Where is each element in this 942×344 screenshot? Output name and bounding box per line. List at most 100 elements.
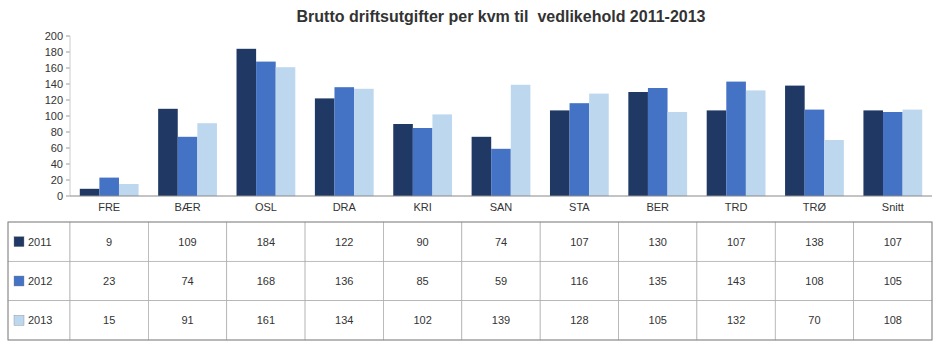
table-cell: [148, 222, 226, 261]
bar: [726, 82, 746, 196]
table-cell: [8, 222, 70, 261]
x-tick-label: DRA: [333, 201, 357, 213]
table-cell: [540, 222, 618, 261]
table-value: 74: [181, 275, 193, 287]
legend-label: 2013: [28, 314, 52, 326]
x-tick-label: Snitt: [882, 201, 904, 213]
table-value: 136: [335, 275, 353, 287]
table-cell: [462, 301, 540, 340]
table-value: 102: [413, 314, 431, 326]
bar: [785, 86, 805, 196]
bar: [570, 103, 590, 196]
bar: [276, 67, 296, 196]
bar: [883, 112, 903, 196]
table-cell: [70, 261, 148, 300]
bar: [805, 110, 825, 196]
y-tick-label: 120: [45, 94, 63, 106]
table-cell: [540, 261, 618, 300]
bar: [99, 178, 119, 196]
table-cell: [8, 301, 70, 340]
table-value: 108: [805, 275, 823, 287]
legend-label: 2011: [28, 236, 52, 248]
table-cell: [697, 261, 775, 300]
bar: [746, 90, 766, 196]
table-value: 107: [884, 236, 902, 248]
table-cell: [383, 301, 461, 340]
bar: [80, 189, 100, 196]
y-tick: [66, 68, 70, 69]
bar: [707, 110, 727, 196]
table-value: 139: [492, 314, 510, 326]
table-value: 9: [106, 236, 112, 248]
bar: [334, 87, 354, 196]
table-value: 109: [178, 236, 196, 248]
table-cell: [227, 301, 305, 340]
bar: [648, 88, 668, 196]
table-cell: [383, 222, 461, 261]
bar: [413, 128, 433, 196]
table-cell: [305, 261, 383, 300]
y-tick: [66, 164, 70, 165]
x-tick-label: BÆR: [174, 201, 200, 213]
chart-container: Brutto driftsutgifter per kvm til vedlik…: [0, 0, 942, 344]
table-cell: [854, 301, 932, 340]
x-tick-label: OSL: [255, 201, 277, 213]
y-tick: [66, 132, 70, 133]
bar: [863, 110, 883, 196]
table-value: 108: [884, 314, 902, 326]
table-value: 122: [335, 236, 353, 248]
table-cell: [462, 222, 540, 261]
y-tick-label: 200: [45, 30, 63, 42]
table-cell: [775, 222, 853, 261]
y-tick: [66, 36, 70, 37]
bar: [589, 94, 609, 196]
bar: [432, 114, 452, 196]
bar: [158, 109, 178, 196]
bar: [237, 49, 257, 196]
y-tick: [66, 116, 70, 117]
bar: [628, 92, 648, 196]
legend-label: 2012: [28, 275, 52, 287]
title: Brutto driftsutgifter per kvm til vedlik…: [297, 8, 706, 25]
bar: [472, 137, 492, 196]
table-border: [8, 222, 932, 340]
bar: [550, 110, 570, 196]
y-tick-label: 160: [45, 62, 63, 74]
table-value: 161: [257, 314, 275, 326]
table-value: 138: [805, 236, 823, 248]
y-tick-label: 20: [51, 174, 63, 186]
x-tick-label: STA: [569, 201, 590, 213]
table-cell: [148, 301, 226, 340]
y-tick-label: 180: [45, 46, 63, 58]
bar: [668, 112, 688, 196]
chart: Brutto driftsutgifter per kvm til vedlik…: [0, 0, 942, 344]
table-cell: [383, 261, 461, 300]
table-cell: [462, 261, 540, 300]
table-cell: [305, 222, 383, 261]
y-tick-label: 140: [45, 78, 63, 90]
table-value: 116: [571, 275, 589, 287]
bar: [511, 85, 531, 196]
bar: [197, 123, 217, 196]
bars: [80, 49, 922, 196]
y-axis: 020406080100120140160180200: [45, 30, 70, 202]
y-tick: [66, 84, 70, 85]
table-cell: [697, 222, 775, 261]
table-cell: [227, 222, 305, 261]
table-value: 90: [417, 236, 429, 248]
x-axis-line: [70, 196, 932, 197]
bar: [354, 89, 374, 196]
table-cell: [540, 301, 618, 340]
x-tick-label: TRØ: [803, 201, 827, 213]
table-value: 134: [335, 314, 353, 326]
x-tick-label: KRI: [413, 201, 431, 213]
table-value: 128: [570, 314, 588, 326]
table-value: 91: [181, 314, 193, 326]
table-cell: [619, 261, 697, 300]
bar: [256, 62, 276, 196]
x-tick-label: BER: [646, 201, 669, 213]
table-value: 59: [495, 275, 507, 287]
table-cell: [854, 261, 932, 300]
table-cell: [775, 261, 853, 300]
y-tick-label: 80: [51, 126, 63, 138]
